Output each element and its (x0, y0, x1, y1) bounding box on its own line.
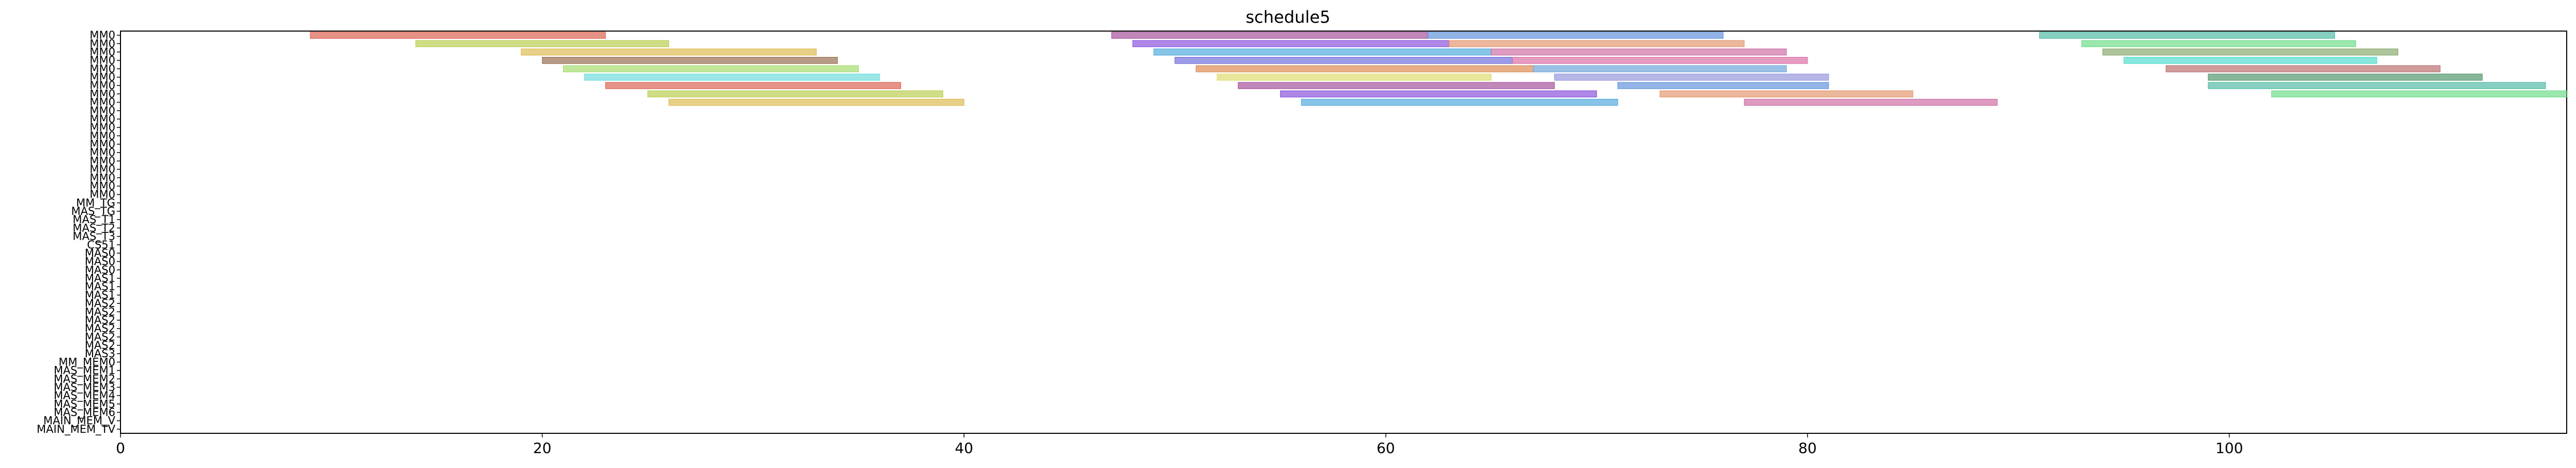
task-bar (2123, 57, 2377, 64)
y-tick-label: MAIN_MEM_V (43, 415, 116, 428)
task-bar (668, 98, 965, 106)
y-tick-label: MAS_T2 (72, 222, 115, 235)
y-tick-label: MM0 (89, 87, 115, 100)
task-bar (563, 65, 859, 72)
y-tick-label: MAS_T1 (72, 213, 115, 226)
task-bar (1132, 40, 1450, 47)
y-tick-label: MM0 (89, 63, 115, 75)
y-tick-label: MAS2 (85, 305, 115, 318)
y-axis: MM0MM0MM0MM0MM0MM0MM0MM0MM0MM0MM0MM0MM0M… (37, 29, 120, 436)
y-tick-label: MM0 (89, 155, 115, 167)
task-bar (521, 48, 817, 56)
y-tick-label: MM0 (89, 113, 115, 125)
y-tick-label: MM_TG (76, 197, 115, 210)
task-bar (2102, 48, 2399, 56)
task-bar (1512, 57, 1808, 64)
task-bar (2208, 74, 2483, 81)
y-tick-label: MAS2 (85, 323, 115, 335)
y-tick-label: MM0 (89, 171, 115, 184)
x-tick-label: 0 (116, 440, 125, 457)
y-tick-label: MAS2 (85, 331, 115, 343)
y-tick-label: MAS0 (85, 264, 115, 276)
task-bar (605, 82, 901, 89)
y-tick-label: CS51 (87, 239, 115, 251)
y-tick-label: MAS_MEM3 (54, 381, 115, 394)
y-tick-label: MAS0 (85, 247, 115, 259)
task-bar (1301, 98, 1618, 106)
y-tick-label: MAS_MEM6 (54, 406, 115, 419)
y-tick-label: MM0 (89, 29, 115, 41)
x-tick-label: 100 (2216, 440, 2243, 457)
y-tick-label: MM0 (89, 37, 115, 50)
y-tick-label: MAS2 (85, 339, 115, 352)
task-bar (415, 40, 669, 47)
task-bar (2081, 40, 2356, 47)
y-tick-label: MM0 (89, 163, 115, 176)
y-tick-label: MM0 (89, 54, 115, 67)
task-bar (1660, 90, 1914, 98)
y-tick-label: MM_MEM0 (58, 356, 115, 369)
y-tick-label: MM0 (89, 46, 115, 58)
y-tick-label: MM0 (89, 188, 115, 201)
y-tick-label: MM0 (89, 105, 115, 117)
task-bar (647, 90, 943, 98)
y-tick-label: MAS3 (85, 347, 115, 360)
y-tick-label: MAS_MEM2 (54, 373, 115, 386)
task-bar (1533, 65, 1787, 72)
y-tick-label: MAS1 (85, 272, 115, 285)
y-tick-label: MAS2 (85, 297, 115, 310)
y-tick-label: MAS_MEM4 (54, 389, 115, 402)
task-bar (1744, 98, 1998, 106)
y-tick-label: MAS_MEM5 (54, 398, 115, 411)
y-tick-label: MM0 (89, 180, 115, 192)
y-tick-label: MAS_TG (71, 205, 115, 218)
y-tick-label: MM0 (89, 79, 115, 92)
task-bar (1216, 74, 1492, 81)
x-axis: 0 20 40 60 80 100 (116, 433, 2243, 457)
y-tick-label: MAS1 (85, 281, 115, 293)
x-tick-label: 20 (533, 440, 552, 457)
task-bar (1490, 48, 1787, 56)
task-bar (1111, 32, 1428, 39)
task-bar (2165, 65, 2441, 72)
y-tick-label: MM0 (89, 71, 115, 83)
y-tick-label: MAS2 (85, 314, 115, 326)
chart-title: schedule5 (1245, 7, 1331, 27)
task-bar (1427, 32, 1724, 39)
task-bar (2271, 90, 2567, 98)
task-bar (1238, 82, 1555, 89)
y-tick-label: MAS1 (85, 289, 115, 301)
task-bar (584, 74, 880, 81)
task-bar (1280, 90, 1597, 98)
y-tick-label: MM0 (89, 138, 115, 151)
task-bar (1174, 57, 1513, 64)
task-bar (1196, 65, 1534, 72)
x-tick-label: 40 (955, 440, 973, 457)
y-tick-label: MM0 (89, 129, 115, 142)
task-bar (1153, 48, 1492, 56)
y-tick-label: MAS0 (85, 255, 115, 268)
task-bar (1617, 82, 1829, 89)
x-tick-label: 80 (1798, 440, 1817, 457)
bars-layer (310, 32, 2567, 106)
task-bar (542, 57, 838, 64)
task-bar (1449, 40, 1745, 47)
x-tick-label: 60 (1377, 440, 1395, 457)
task-bar (2039, 32, 2335, 39)
y-tick-label: MM0 (89, 121, 115, 134)
y-tick-label: MAS_MEM1 (54, 364, 115, 377)
y-tick-label: MAIN_MEM_TV (37, 423, 116, 436)
task-bar (2208, 82, 2546, 89)
y-tick-label: MM0 (89, 96, 115, 109)
plot-area (120, 31, 2567, 434)
task-bar (1554, 74, 1829, 81)
y-tick-label: MAS_T3 (72, 230, 115, 243)
y-tick-label: MM0 (89, 147, 115, 159)
task-bar (310, 32, 606, 39)
